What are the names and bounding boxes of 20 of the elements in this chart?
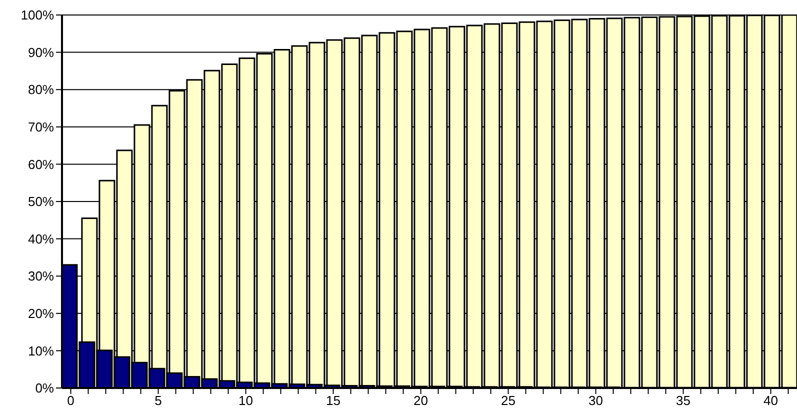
y-tick-label: 90% [28, 44, 54, 60]
x-tick-label: 0 [67, 393, 74, 408]
y-tick-label: 60% [28, 156, 54, 172]
x-tick-label: 5 [154, 393, 162, 408]
y-tick-label: 10% [28, 343, 54, 358]
y-tick-label: 40% [28, 231, 54, 246]
y-tick-label: 30% [28, 268, 54, 284]
x-tick-label: 15 [326, 393, 340, 408]
y-tick-label: 80% [28, 82, 54, 98]
x-tick-label: 35 [676, 393, 690, 408]
y-tick-label: 100% [20, 8, 54, 23]
y-tick-label: 50% [28, 194, 54, 210]
x-tick-label: 10 [238, 393, 253, 408]
x-tick-label: 20 [414, 393, 428, 408]
x-tick-label: 30 [588, 393, 603, 408]
x-tick-label: 40 [764, 393, 778, 408]
y-tick-label: 70% [28, 120, 54, 135]
y-tick-label: 20% [28, 306, 54, 322]
y-tick-label: 0% [35, 380, 54, 396]
x-tick-label: 25 [501, 393, 516, 408]
